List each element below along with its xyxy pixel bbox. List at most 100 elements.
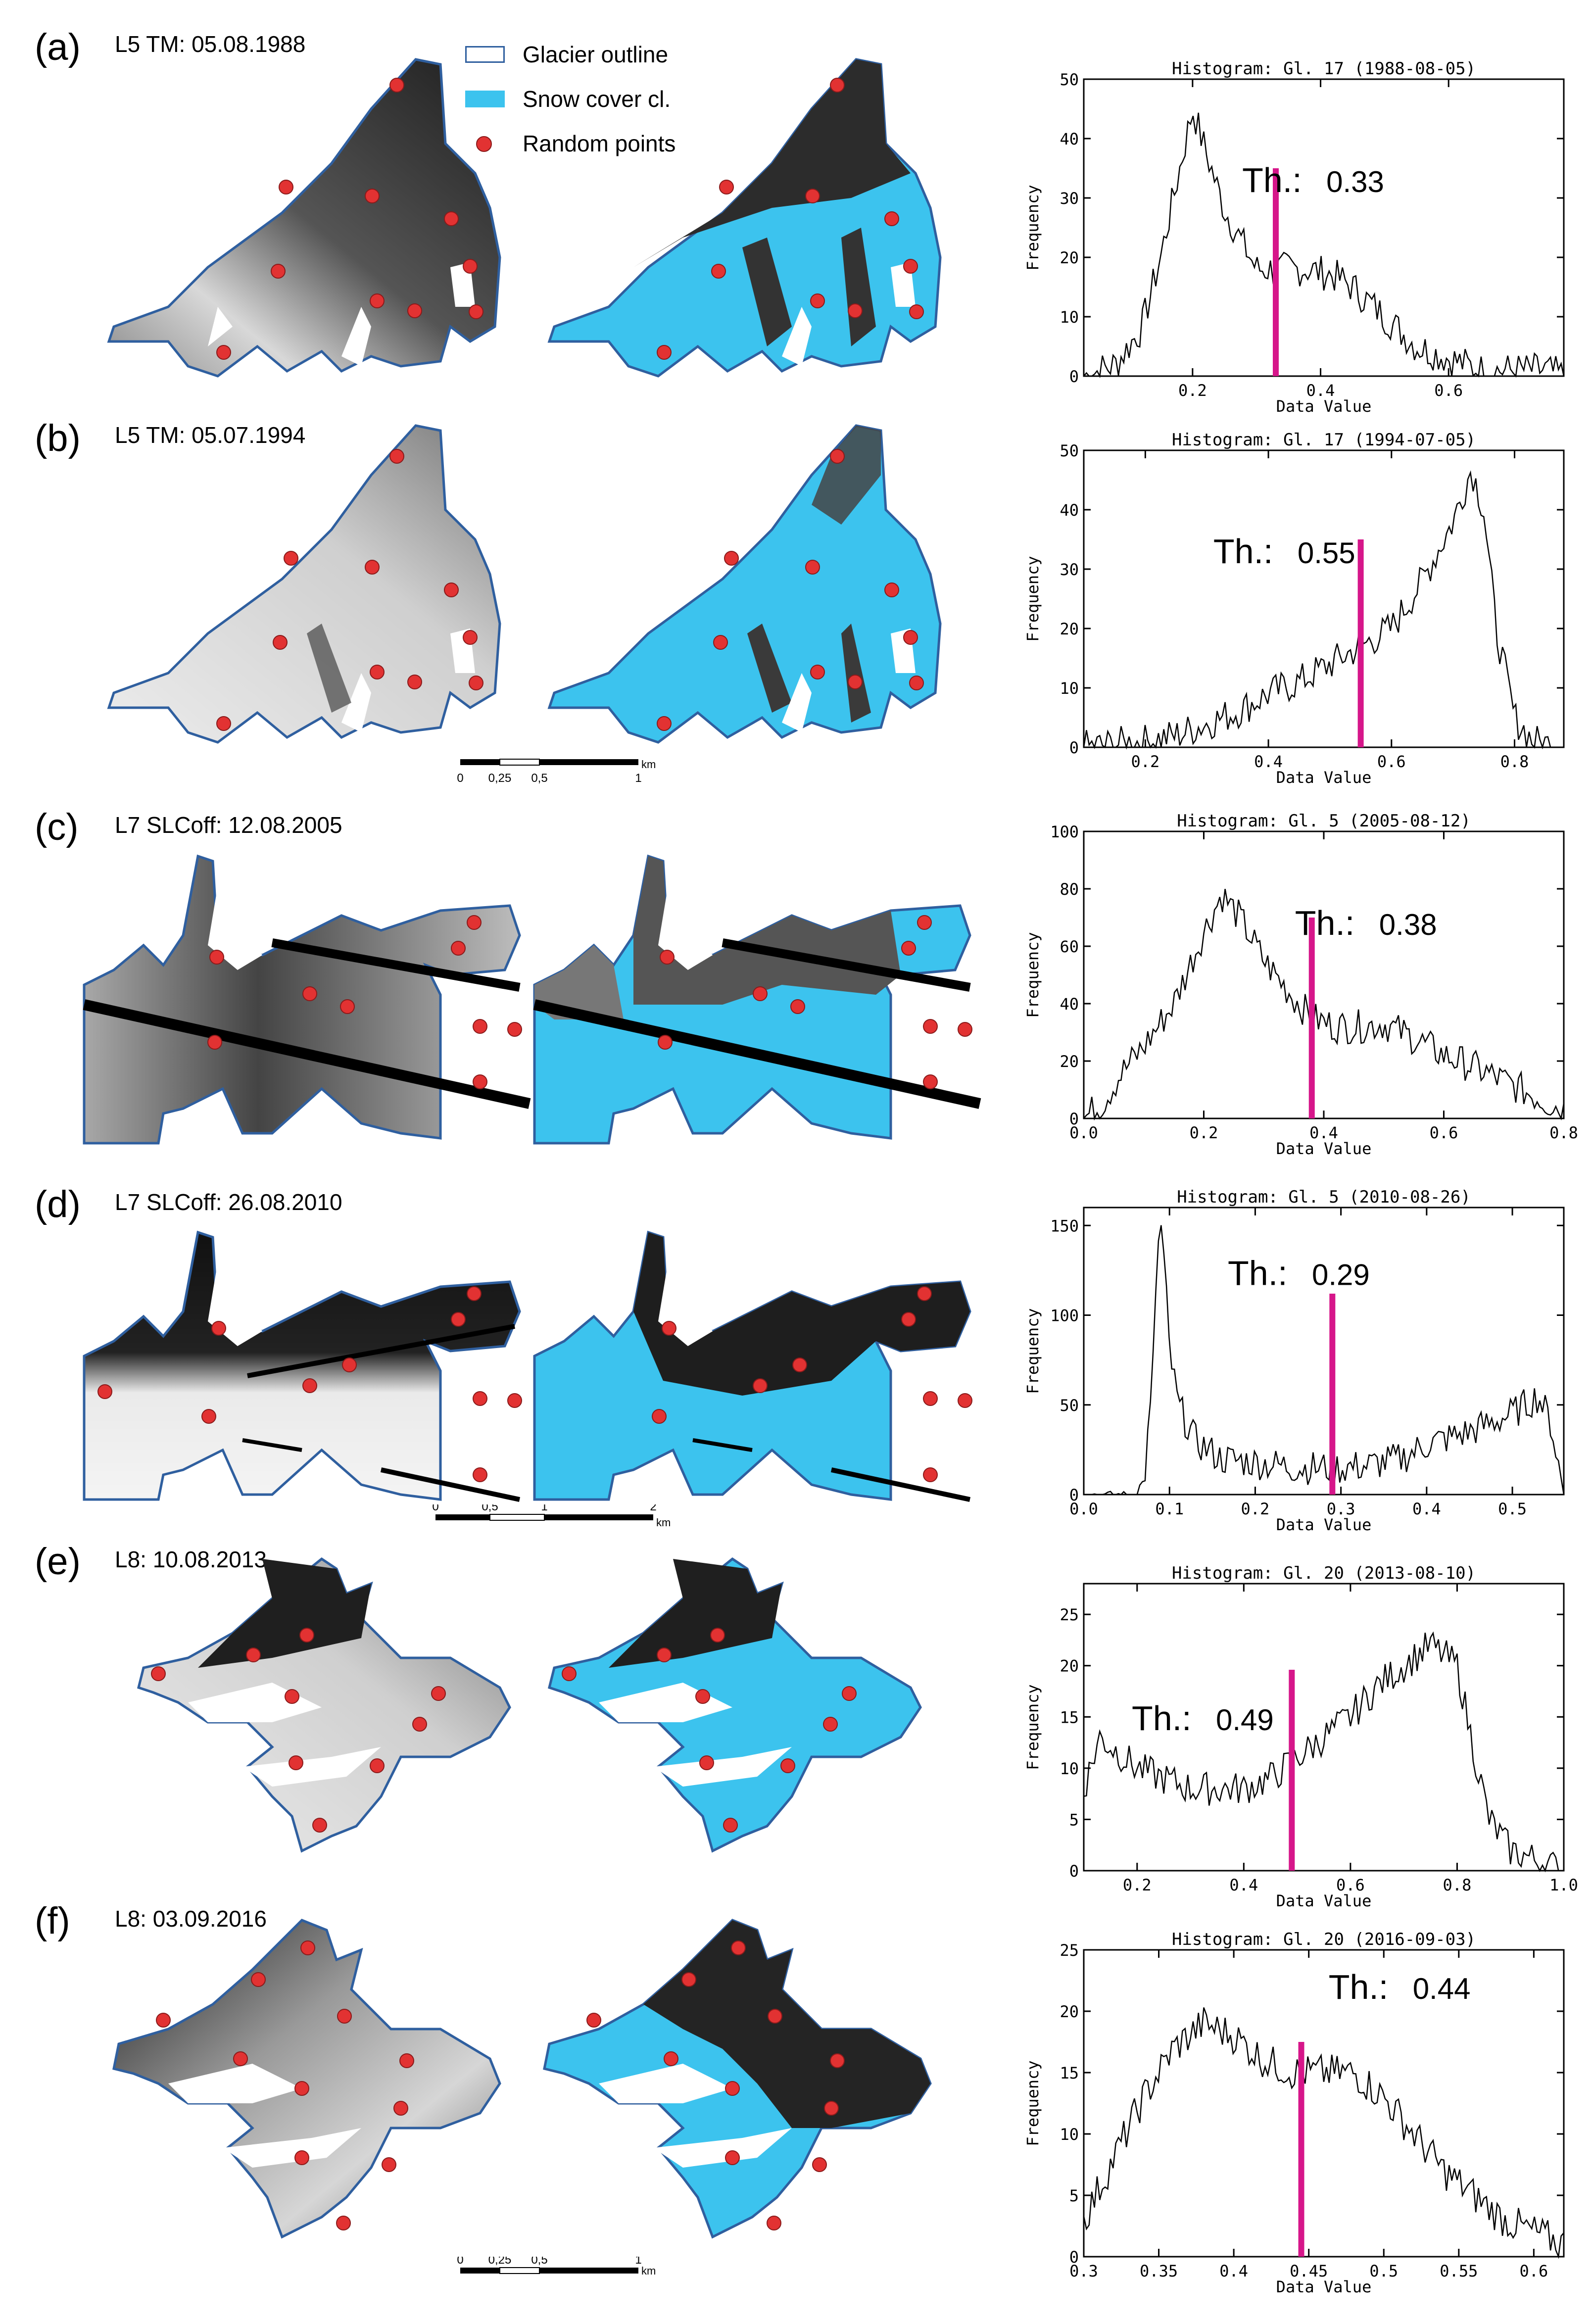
y-tick-label: 100 [1050,1307,1079,1325]
y-tick-label: 0 [1069,2248,1079,2267]
threshold-label: Th.: [1213,532,1273,571]
legend-label: Random points [523,131,676,156]
x-tick-label: 0.3 [1069,2262,1098,2280]
x-tick-label: 0.6 [1519,2262,1548,2280]
threshold-value: 0.49 [1216,1703,1274,1737]
histogram-title: Histogram: Gl. 20 (2016-09-03) [1172,1930,1476,1949]
histogram-title: Histogram: Gl. 20 (2013-08-10) [1172,1563,1476,1583]
scalebar-tick: 0,5 [531,2257,547,2267]
scalebar-tick: 0,5 [482,1504,498,1513]
histogram-title: Histogram: Gl. 5 (2005-08-12) [1177,811,1471,831]
histogram-d: Histogram: Gl. 5 (2010-08-26) 0 50 100 150 0.… [1023,1187,1565,1534]
y-tick-label: 25 [1060,1605,1079,1624]
legend-label: Snow cover cl. [523,86,671,112]
x-axis-label: Data Value [1276,768,1372,787]
histogram-series-line [1083,112,1565,379]
histogram-series-line [1083,1631,1564,1873]
histogram-e: Histogram: Gl. 20 (2013-08-10) 0 5 10 15 20 25… [1023,1563,1578,1910]
y-tick-label: 10 [1060,679,1079,698]
threshold-value: 0.44 [1413,1972,1471,2005]
y-axis-label: Frequency [1023,1308,1042,1394]
point-marker-icon [465,131,505,156]
panel-label-b: (b) [35,417,81,459]
x-tick-label: 0.2 [1123,1876,1152,1894]
x-tick-label: 0.6 [1434,381,1463,400]
y-tick-label: 0 [1069,1862,1079,1881]
x-tick-label: 0.55 [1440,2262,1478,2280]
y-tick-label: 80 [1060,880,1079,899]
plot-frame [1083,78,1565,377]
y-tick-label: 20 [1060,2002,1079,2021]
histogram-b: Histogram: Gl. 17 (1994-07-05) 0 10 20 30 40 5… [1023,430,1565,787]
y-tick-label: 50 [1060,70,1079,89]
y-tick-label: 40 [1060,995,1079,1014]
sensor-label-b: L5 TM: 05.07.1994 [115,422,306,448]
sensor-label-d: L7 SLCoff: 26.08.2010 [115,1189,342,1215]
sensor-label-a: L5 TM: 05.08.1988 [115,31,306,57]
y-axis-label: Frequency [1023,2060,1042,2146]
y-tick-label: 0 [1069,367,1079,386]
plot-frame [1083,1949,1565,2258]
x-tick-label: 0.4 [1229,1876,1258,1894]
plot-frame [1083,830,1565,1119]
scalebar-unit: km [641,758,656,771]
x-axis-label: Data Value [1276,1139,1372,1158]
scalebar-1: 0 0,25 0,5 1 km [457,758,656,785]
sensor-label-f: L8: 03.09.2016 [115,1906,267,1932]
x-tick-label: 0.2 [1190,1123,1218,1142]
legend-snow-cover: Snow cover cl. [465,84,671,114]
x-tick-label: 0.0 [1069,1500,1098,1518]
y-tick-label: 10 [1060,1759,1079,1778]
y-tick-label: 0 [1069,738,1079,757]
plot-frame [1083,449,1565,748]
histogram-title: Histogram: Gl. 17 (1988-08-05) [1172,59,1476,79]
histogram-f: Histogram: Gl. 20 (2016-09-03) 0 5 10 15 20 25… [1023,1930,1565,2296]
scalebar-tick: 1 [635,2257,641,2267]
x-axis-label: Data Value [1276,1515,1372,1534]
x-tick-label: 0.3 [1327,1500,1355,1518]
y-tick-label: 40 [1060,501,1079,520]
map-c-snow [533,854,981,1145]
map-a-snow [547,58,942,378]
map-f-snow [543,1919,932,2239]
map-a-image [107,58,501,378]
panel-label-c: (c) [35,806,79,848]
threshold-value: 0.33 [1326,165,1384,198]
x-axis-label: Data Value [1276,2277,1372,2296]
x-tick-label: 0.45 [1290,2262,1328,2280]
x-tick-label: 0.6 [1336,1876,1365,1894]
threshold-value: 0.29 [1312,1259,1370,1292]
plot-frame [1083,1583,1565,1872]
x-tick-label: 0.5 [1369,2262,1398,2280]
threshold-label: Th.: [1228,1254,1288,1293]
threshold-label: Th.: [1295,904,1355,942]
scalebar-2: 0 0,5 1 2 km [432,1504,671,1529]
scalebar-tick: 0 [457,772,463,785]
x-tick-label: 0.4 [1309,1123,1338,1142]
y-tick-label: 10 [1060,2125,1079,2144]
y-tick-label: 50 [1060,441,1079,460]
scalebar-unit: km [641,2265,656,2277]
x-tick-label: 0.4 [1306,381,1335,400]
sensor-label-c: L7 SLCoff: 12.08.2005 [115,812,342,838]
scalebar-tick: 0,5 [531,772,547,785]
y-tick-label: 30 [1060,560,1079,579]
histogram-a: Histogram: Gl. 17 (1988-08-05) 0 10 20 30 40 5… [1023,59,1565,416]
map-d-image [83,1230,522,1502]
y-tick-label: 60 [1060,937,1079,956]
scalebar-tick: 0 [432,1504,438,1513]
outline-swatch-icon [465,46,505,63]
y-tick-label: 15 [1060,2064,1079,2082]
legend-glacier-outline: Glacier outline [465,40,668,69]
panel-label-e: (e) [35,1541,81,1583]
x-tick-label: 0.8 [1500,752,1529,771]
y-tick-label: 0 [1069,1110,1079,1128]
histogram-series-line [1083,2007,1564,2259]
histogram-title: Histogram: Gl. 5 (2010-08-26) [1177,1187,1471,1207]
random-points [216,78,483,360]
y-tick-label: 15 [1060,1708,1079,1727]
scalebar-3: 0 0,25 0,5 1 km [457,2257,656,2277]
y-axis-label: Frequency [1023,185,1042,270]
x-tick-label: 0.1 [1155,1500,1184,1518]
threshold-value: 0.38 [1379,908,1437,941]
